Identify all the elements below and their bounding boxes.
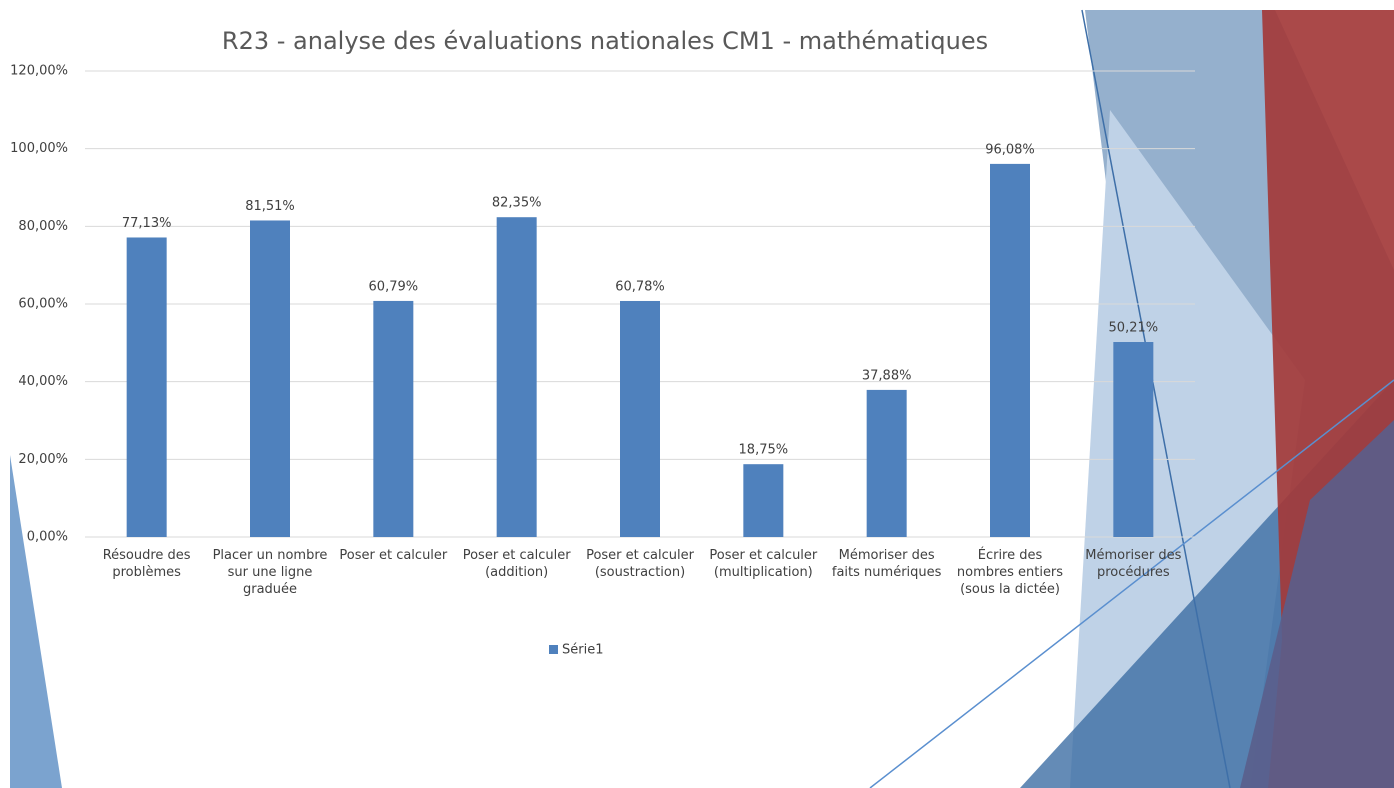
- value-label: 18,75%: [739, 443, 789, 458]
- bar: [866, 389, 907, 537]
- value-label: 81,51%: [245, 199, 295, 214]
- value-label: 96,08%: [985, 142, 1035, 157]
- bar: [496, 217, 537, 537]
- x-tick-label: Poser et calculer (addition): [462, 548, 571, 580]
- bar: [743, 464, 784, 537]
- decoration: [10, 9, 1394, 788]
- x-tick-label: Mémoriser des faits numériques: [831, 548, 942, 580]
- bar: [1113, 342, 1154, 537]
- x-tick-label: Poser et calculer (multiplication): [709, 548, 818, 580]
- bar: [126, 237, 167, 537]
- y-tick-label: 40,00%: [18, 374, 68, 389]
- x-tick-label: Résoudre des problèmes: [102, 548, 191, 580]
- value-label: 37,88%: [862, 368, 912, 383]
- chart-title: R23 - analyse des évaluations nationales…: [222, 27, 988, 55]
- deco-line: [1081, 9, 1231, 788]
- y-tick-label: 60,00%: [18, 297, 68, 312]
- value-label: 60,79%: [369, 279, 419, 294]
- bar: [620, 300, 660, 537]
- value-label: 82,35%: [492, 196, 542, 211]
- x-tick-label: Écrire des nombres entiers (sous la dict…: [956, 548, 1064, 597]
- bar: [250, 220, 290, 538]
- value-label: 50,21%: [1109, 321, 1159, 336]
- bar: [373, 300, 414, 537]
- y-tick-label: 80,00%: [18, 219, 68, 234]
- value-label: 60,78%: [615, 279, 665, 294]
- y-tick-label: 100,00%: [10, 141, 68, 156]
- right-shape: [1240, 420, 1394, 788]
- bar: [990, 163, 1030, 537]
- y-tick-label: 20,00%: [18, 452, 68, 467]
- value-label: 77,13%: [122, 216, 172, 231]
- x-tick-label: Placer un nombre sur une ligne graduée: [212, 548, 328, 597]
- deco-line: [869, 379, 1394, 788]
- x-tick-label: Poser et calculer (soustraction): [586, 548, 694, 580]
- y-tick-label: 120,00%: [10, 64, 68, 79]
- left-shape: [10, 455, 62, 788]
- legend-swatch: [549, 645, 558, 654]
- x-tick-label: Mémoriser des procédures: [1085, 548, 1182, 580]
- legend-label: Série1: [562, 643, 603, 658]
- y-tick-label: 0,00%: [27, 530, 68, 545]
- x-tick-label: Poser et calculer: [339, 548, 448, 563]
